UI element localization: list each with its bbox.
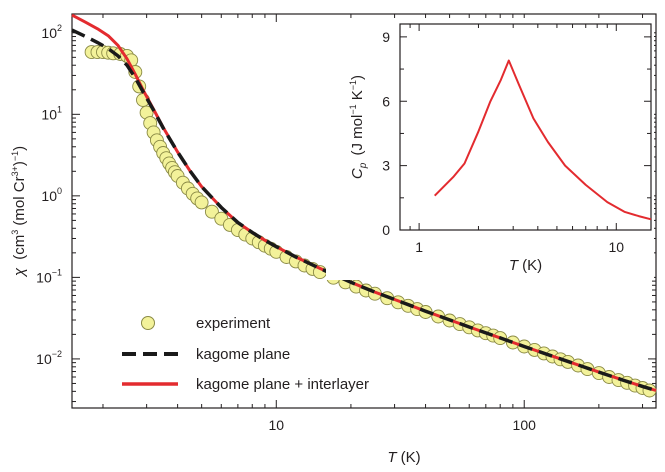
x-tick-label: 100	[513, 417, 537, 433]
legend-item-experiment: experiment	[141, 315, 271, 332]
legend-marker-experiment	[141, 316, 155, 330]
inset-plot-frame	[399, 23, 652, 231]
x-tick-label: 10	[268, 417, 284, 433]
inset-plot-ticks: 1 10 0 3 6 9	[382, 24, 651, 255]
inset-x-axis-label: T (K)	[509, 257, 542, 274]
inset-y-axis-label: Cp (J mol−1 K−1)	[348, 75, 370, 179]
experiment-point	[194, 195, 209, 210]
legend-label-kagome-plane-interlayer: kagome plane + interlayer	[196, 376, 369, 393]
legend-label-kagome-plane: kagome plane	[196, 346, 290, 363]
main-plot-series	[71, 13, 657, 398]
inset-y-tick-label: 0	[382, 222, 390, 238]
inset-x-tick-label: 1	[415, 239, 423, 255]
legend: experiment kagome plane kagome plane + i…	[122, 315, 369, 393]
y-tick-label: 102	[41, 23, 62, 41]
legend-item-kagome-plane-interlayer: kagome plane + interlayer	[122, 376, 369, 393]
series-line-kagome-plane	[71, 28, 657, 393]
main-plot-frame	[71, 13, 657, 409]
experiment-point	[204, 204, 219, 219]
inset-plot-background	[326, 18, 654, 280]
inset-y-tick-label: 3	[382, 158, 390, 174]
y-tick-label: 100	[41, 186, 62, 204]
y-tick-label: 10−2	[36, 349, 62, 367]
main-y-axis-label: χ (cm3 (mol Cr3+)−1)	[10, 146, 28, 278]
main-x-axis-label: T (K)	[387, 449, 420, 466]
inset-y-tick-label: 6	[382, 93, 390, 109]
inset-plot-series	[433, 59, 652, 221]
inset-y-tick-label: 9	[382, 29, 390, 45]
inset-x-tick-label: 10	[608, 239, 624, 255]
inset-plot: 1 10 0 3 6 9 T (K) Cp (J mol−1 K−1)	[326, 18, 654, 280]
y-tick-label: 10−1	[36, 267, 62, 285]
y-tick-label: 101	[41, 104, 62, 122]
legend-label-experiment: experiment	[196, 315, 271, 332]
inset-series-line	[433, 59, 652, 221]
legend-item-kagome-plane: kagome plane	[122, 346, 290, 363]
